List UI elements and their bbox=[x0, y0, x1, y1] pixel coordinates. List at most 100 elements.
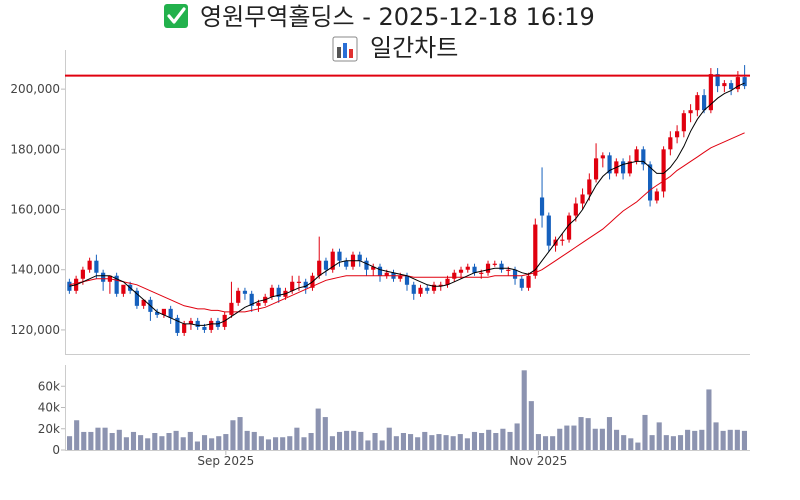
volume-bar bbox=[244, 430, 250, 450]
chart-title: 영원무역홀딩스 - 2025-12-18 16:19 일간차트 bbox=[164, 3, 595, 62]
volume-bar bbox=[145, 438, 151, 450]
candle-body bbox=[607, 155, 612, 174]
volume-bar bbox=[663, 435, 669, 450]
volume-bar bbox=[656, 422, 662, 450]
volume-bar bbox=[542, 436, 549, 450]
volume-bar bbox=[514, 423, 520, 450]
candle-body bbox=[175, 317, 180, 333]
volume-bar bbox=[407, 434, 414, 450]
ma-short-line bbox=[69, 82, 745, 326]
candle-body bbox=[438, 284, 443, 286]
volume-bar bbox=[209, 438, 215, 450]
volume-bar bbox=[152, 433, 158, 450]
volume-bar bbox=[599, 428, 605, 450]
volume-bar bbox=[422, 431, 428, 450]
candle-body bbox=[182, 323, 187, 333]
volume-bar bbox=[457, 434, 463, 450]
title-line1: 영원무역홀딩스 - 2025-12-18 16:19 bbox=[200, 3, 595, 31]
volume-bar bbox=[393, 436, 399, 450]
volume-bar bbox=[358, 431, 364, 450]
candle-body bbox=[742, 77, 747, 87]
volume-bar bbox=[727, 429, 733, 450]
price-y-tick-label: 120,000 bbox=[10, 323, 60, 337]
candle-body bbox=[634, 149, 639, 162]
candle-body bbox=[445, 278, 450, 285]
candle-body bbox=[202, 326, 207, 330]
candle-body bbox=[384, 272, 389, 276]
volume-bar bbox=[116, 429, 122, 450]
bar-chart-icon bbox=[332, 36, 358, 62]
volume-bar bbox=[159, 436, 165, 450]
volume-panel: 0 20k 40k 60k Sep 2025 Nov 2025 bbox=[38, 365, 750, 468]
volume-bar bbox=[692, 430, 698, 450]
volume-bar bbox=[685, 429, 691, 450]
volume-bar bbox=[251, 431, 257, 450]
volume-bar bbox=[365, 440, 371, 450]
candle-body bbox=[94, 260, 99, 273]
volume-bar bbox=[173, 430, 179, 450]
candle-body bbox=[512, 269, 518, 279]
candle-body bbox=[323, 260, 329, 270]
volume-bar bbox=[109, 433, 115, 450]
candle-body bbox=[155, 311, 160, 315]
candle-body bbox=[681, 113, 686, 132]
volume-bar bbox=[95, 427, 101, 450]
candle-body bbox=[101, 272, 106, 282]
candle-body bbox=[418, 287, 423, 294]
volume-bar bbox=[706, 389, 712, 450]
price-panel: 120,000 140,000 160,000 180,000 200,000 bbox=[10, 50, 750, 355]
volume-bar bbox=[81, 431, 87, 450]
volume-bar bbox=[564, 425, 570, 450]
volume-bar bbox=[344, 430, 350, 450]
volume-bar bbox=[287, 436, 293, 450]
volume-bar bbox=[130, 431, 137, 450]
volume-bar bbox=[294, 427, 300, 450]
candle-body bbox=[485, 263, 491, 273]
price-y-tick-label: 180,000 bbox=[10, 142, 60, 156]
volume-bar bbox=[585, 418, 591, 450]
volume-bar bbox=[528, 401, 534, 450]
candle-body bbox=[695, 95, 700, 111]
candle-body bbox=[506, 269, 511, 271]
candle-body bbox=[134, 290, 139, 306]
candle-body bbox=[533, 224, 538, 276]
price-y-tick-label: 200,000 bbox=[10, 82, 60, 96]
candle-body bbox=[337, 251, 342, 261]
volume-bar bbox=[720, 430, 726, 450]
volume-bar bbox=[415, 437, 421, 450]
candle-body bbox=[411, 284, 416, 294]
volume-bar bbox=[194, 441, 200, 450]
candle-body bbox=[675, 131, 680, 138]
candle-body bbox=[114, 275, 119, 294]
candle-body bbox=[371, 266, 376, 270]
volume-bar bbox=[699, 429, 705, 450]
candle-body bbox=[269, 287, 275, 297]
candle-body bbox=[236, 290, 241, 303]
volume-bar bbox=[677, 435, 684, 450]
volume-bar bbox=[535, 434, 541, 450]
candle-body bbox=[404, 275, 410, 285]
candle-body bbox=[452, 272, 457, 279]
candle-body bbox=[256, 302, 261, 306]
candle-body bbox=[492, 263, 497, 265]
candle-body bbox=[539, 197, 545, 216]
candle-body bbox=[67, 281, 72, 291]
candle-body bbox=[647, 164, 653, 201]
volume-bar bbox=[386, 427, 392, 450]
x-tick-label: Nov 2025 bbox=[510, 454, 568, 468]
price-y-tick-label: 140,000 bbox=[10, 263, 60, 277]
candle-body bbox=[620, 161, 626, 174]
moving-averages bbox=[69, 82, 745, 326]
volume-bar bbox=[493, 433, 499, 450]
volume-bar bbox=[550, 436, 556, 450]
candle-body bbox=[472, 266, 477, 273]
candle-body bbox=[80, 269, 85, 279]
volume-bar bbox=[301, 437, 307, 450]
volume-bar bbox=[621, 435, 627, 450]
volume-bar bbox=[635, 442, 641, 450]
volume-y-tick-label: 20k bbox=[38, 422, 60, 436]
price-y-tick-label: 160,000 bbox=[10, 203, 60, 217]
candle-body bbox=[654, 191, 659, 201]
check-icon bbox=[164, 4, 188, 28]
candle-body bbox=[344, 260, 349, 267]
